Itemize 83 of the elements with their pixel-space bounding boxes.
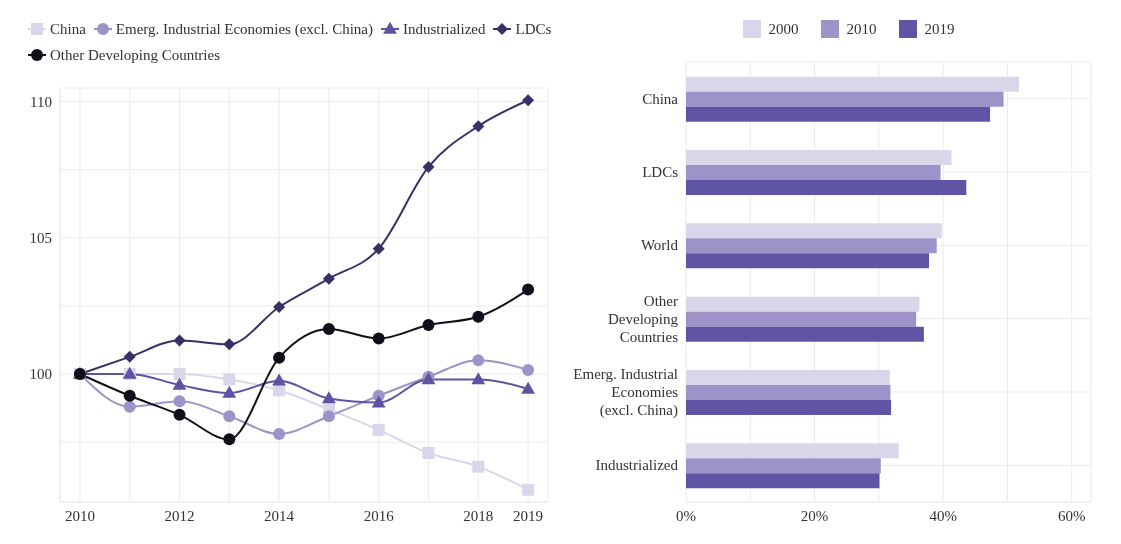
point [123, 350, 136, 363]
bar [686, 296, 920, 312]
legend-label: 2010 [846, 20, 877, 38]
x-tick-label: 2018 [463, 507, 494, 524]
bar [686, 165, 941, 180]
y-tick-label: Emerg. Industrial Economies (excl. China) [573, 366, 679, 419]
bar [686, 458, 881, 474]
point [173, 334, 186, 347]
legend-label: Other Developing Countries [50, 46, 220, 64]
point [223, 373, 236, 386]
bar [686, 370, 890, 385]
point [172, 377, 187, 390]
bar [686, 400, 892, 415]
point [371, 395, 386, 408]
legend-label: LDCs [515, 20, 552, 38]
y-tick-label: Other Developing Countries [608, 292, 679, 345]
bar [686, 238, 937, 254]
y-tick-label: LDCs [642, 164, 679, 180]
point [472, 120, 485, 133]
point [273, 427, 286, 440]
point [223, 410, 236, 423]
x-tick-label: 20% [800, 507, 829, 524]
point [123, 389, 136, 402]
x-tick-label: 60% [1057, 507, 1086, 524]
legend-label: China [50, 20, 86, 38]
y-tick-label: 100 [29, 366, 52, 383]
point [522, 483, 535, 496]
point [372, 423, 385, 436]
point [273, 300, 286, 313]
bar [686, 473, 880, 489]
legend-label: Emerg. Industrial Economies (excl. China) [115, 20, 373, 38]
point [521, 381, 535, 394]
bar [686, 326, 924, 342]
bar [686, 311, 917, 327]
bar [686, 91, 1004, 107]
x-tick-label: 2016 [363, 507, 395, 524]
point [272, 373, 286, 386]
legend-label: Industrialized [403, 20, 486, 38]
point [223, 338, 236, 351]
point [173, 408, 186, 421]
point [322, 323, 335, 336]
point [372, 242, 385, 255]
y-tick-label: China [642, 90, 679, 107]
point [322, 272, 335, 285]
bar [686, 180, 967, 195]
x-tick-label: 40% [929, 507, 957, 524]
x-tick-label: 2014 [264, 507, 295, 524]
point [422, 318, 435, 331]
point [322, 391, 336, 404]
point [372, 332, 385, 345]
y-tick-label: 105 [29, 230, 52, 247]
bar [686, 253, 929, 269]
point [222, 385, 237, 398]
bar [686, 443, 899, 459]
bar [686, 76, 1019, 92]
point [173, 395, 186, 408]
y-tick-label: Industrialized [595, 457, 679, 474]
bar [686, 150, 952, 165]
point [422, 160, 435, 173]
point [273, 351, 286, 364]
point [173, 367, 186, 380]
point [522, 363, 535, 376]
point [472, 460, 485, 473]
point [422, 446, 435, 459]
y-tick-label: 110 [30, 93, 52, 110]
legend-label: 2000 [768, 20, 799, 38]
point [522, 283, 535, 296]
point [123, 400, 136, 413]
bar [686, 223, 942, 239]
x-tick-label: 2010 [64, 507, 95, 524]
x-tick-label: 2012 [164, 507, 195, 524]
y-tick-label: World [640, 237, 679, 254]
point [522, 94, 535, 107]
x-tick-label: 2019 [513, 507, 544, 524]
point [472, 354, 485, 367]
bar [686, 385, 891, 400]
point [472, 310, 485, 323]
point [471, 372, 486, 385]
point [223, 433, 236, 446]
legend-label: 2019 [924, 20, 955, 38]
bar [686, 106, 991, 122]
x-tick-label: 0% [676, 507, 696, 524]
point [322, 410, 335, 423]
